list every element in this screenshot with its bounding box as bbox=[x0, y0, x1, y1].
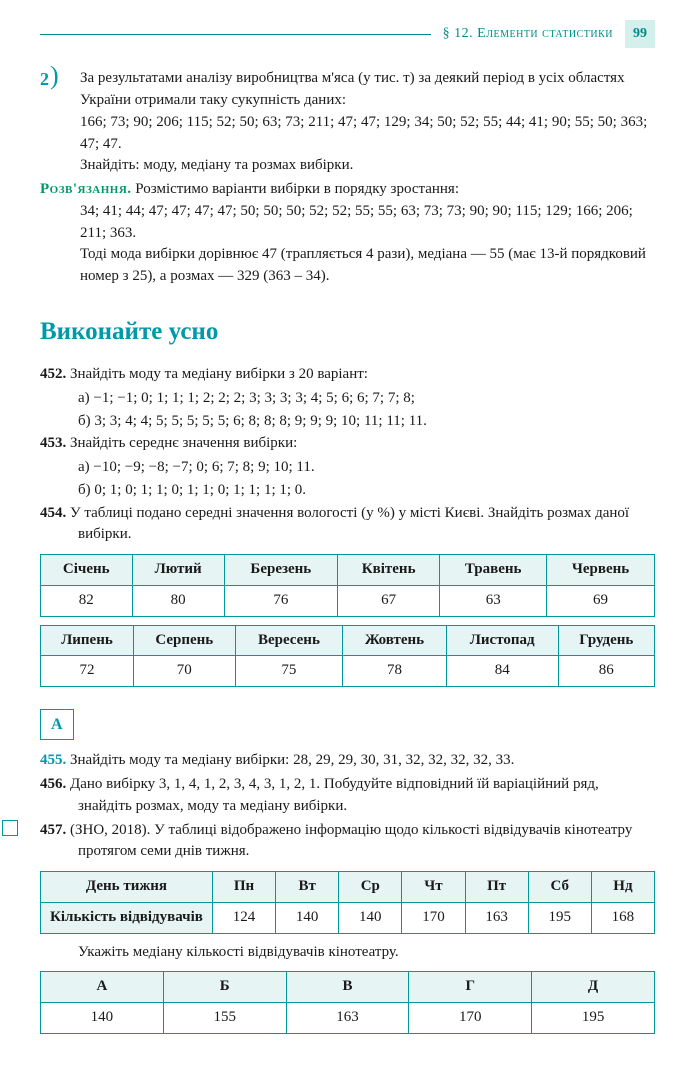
td: 140 bbox=[276, 902, 339, 933]
td: 67 bbox=[337, 585, 439, 616]
td: 124 bbox=[212, 902, 275, 933]
level-badge: А bbox=[40, 709, 74, 740]
th: В bbox=[286, 972, 409, 1003]
ex453-a: а) −10; −9; −8; −7; 0; 6; 7; 8; 9; 10; 1… bbox=[78, 457, 655, 479]
th: Листопад bbox=[446, 625, 558, 656]
solution-label: Розв'язання. bbox=[40, 181, 132, 197]
td: 72 bbox=[41, 656, 134, 687]
page-number: 99 bbox=[625, 20, 655, 48]
problem-task: Знайдіть: моду, медіану та розмах вибірк… bbox=[80, 155, 655, 177]
th: Січень bbox=[41, 555, 133, 586]
ex452-b: б) 3; 3; 4; 4; 5; 5; 5; 5; 5; 6; 8; 8; 8… bbox=[78, 411, 655, 433]
ex-number: 452. bbox=[40, 366, 66, 382]
td: 170 bbox=[402, 902, 465, 933]
td: 195 bbox=[528, 902, 591, 933]
ex-text: (ЗНО, 2018). У таблиці відображено інфор… bbox=[70, 822, 632, 860]
ex457-question: Укажіть медіану кількості відвідувачів к… bbox=[78, 942, 655, 964]
td: 86 bbox=[558, 656, 654, 687]
th: Пт bbox=[465, 872, 528, 903]
solution-block: Розв'язання. Розмістимо варіанти вибірки… bbox=[40, 179, 655, 288]
td: 63 bbox=[440, 585, 547, 616]
th: А bbox=[41, 972, 164, 1003]
th: Квітень bbox=[337, 555, 439, 586]
ex-text: Дано вибірку 3, 1, 4, 1, 2, 3, 4, 3, 1, … bbox=[70, 776, 599, 814]
td: 140 bbox=[339, 902, 402, 933]
th: Сб bbox=[528, 872, 591, 903]
exercise-455: 455. Знайдіть моду та медіану вибірки: 2… bbox=[78, 750, 655, 772]
exercise-457: ✓ 457. (ЗНО, 2018). У таблиці відображен… bbox=[78, 820, 655, 864]
th: Нд bbox=[591, 872, 654, 903]
table-457-answers: А Б В Г Д 140 155 163 170 195 bbox=[40, 971, 655, 1034]
th: Чт bbox=[402, 872, 465, 903]
ex-text: Знайдіть моду та медіану вибірки: 28, 29… bbox=[70, 752, 514, 768]
td: 140 bbox=[41, 1003, 164, 1034]
ex-number: 457. bbox=[40, 822, 66, 838]
table-454b: Липень Серпень Вересень Жовтень Листопад… bbox=[40, 625, 655, 688]
problem-number: 2 bbox=[40, 66, 49, 92]
td: 168 bbox=[591, 902, 654, 933]
th: Березень bbox=[224, 555, 337, 586]
th: Грудень bbox=[558, 625, 654, 656]
section-title: § 12. Елементи статистики bbox=[443, 24, 613, 44]
ex-text: Знайдіть моду та медіану вибірки з 20 ва… bbox=[70, 366, 368, 382]
td: 170 bbox=[409, 1003, 532, 1034]
exercise-454: 454. У таблиці подано середні значення в… bbox=[78, 503, 655, 547]
ex-text: У таблиці подано середні значення волого… bbox=[70, 505, 629, 543]
th: Червень bbox=[547, 555, 655, 586]
td: 195 bbox=[532, 1003, 655, 1034]
ex-number: 454. bbox=[40, 505, 66, 521]
exercise-453: 453. Знайдіть середнє значення вибірки: bbox=[78, 433, 655, 455]
table-454a: Січень Лютий Березень Квітень Травень Че… bbox=[40, 554, 655, 617]
problem-2: 2) За результатами аналізу виробництва м… bbox=[40, 66, 655, 177]
row-header: День тижня bbox=[41, 872, 213, 903]
th: Д bbox=[532, 972, 655, 1003]
ex453-b: б) 0; 1; 0; 1; 1; 0; 1; 1; 0; 1; 1; 1; 1… bbox=[78, 480, 655, 502]
th: Лютий bbox=[132, 555, 224, 586]
problem-text: За результатами аналізу виробництва м'яс… bbox=[80, 68, 655, 112]
page-header: § 12. Елементи статистики 99 bbox=[40, 20, 655, 48]
th: Вт bbox=[276, 872, 339, 903]
solution-conclusion: Тоді мода вибірки дорівнює 47 (трапляєть… bbox=[80, 244, 655, 288]
check-icon: ✓ bbox=[2, 820, 18, 836]
th: Вересень bbox=[235, 625, 343, 656]
td: 163 bbox=[286, 1003, 409, 1034]
th: Пн bbox=[212, 872, 275, 903]
table-457: День тижня Пн Вт Ср Чт Пт Сб Нд Кількіст… bbox=[40, 871, 655, 934]
th: Жовтень bbox=[343, 625, 447, 656]
td: 163 bbox=[465, 902, 528, 933]
td: 84 bbox=[446, 656, 558, 687]
oral-heading: Виконайте усно bbox=[40, 314, 655, 350]
th: Б bbox=[163, 972, 286, 1003]
th: Травень bbox=[440, 555, 547, 586]
th: Ср bbox=[339, 872, 402, 903]
td: 75 bbox=[235, 656, 343, 687]
td: 76 bbox=[224, 585, 337, 616]
ex-text: Знайдіть середнє значення вибірки: bbox=[70, 435, 297, 451]
td: 155 bbox=[163, 1003, 286, 1034]
problem-paren: ) bbox=[50, 66, 59, 87]
ex452-a: а) −1; −1; 0; 1; 1; 1; 2; 2; 2; 3; 3; 3;… bbox=[78, 388, 655, 410]
td: 69 bbox=[547, 585, 655, 616]
th: Серпень bbox=[133, 625, 235, 656]
header-rule bbox=[40, 34, 431, 35]
exercise-456: 456. Дано вибірку 3, 1, 4, 1, 2, 3, 4, 3… bbox=[78, 774, 655, 818]
td: 82 bbox=[41, 585, 133, 616]
ex-number: 456. bbox=[40, 776, 66, 792]
solution-intro: Розмістимо варіанти вибірки в порядку зр… bbox=[135, 181, 459, 197]
td: 70 bbox=[133, 656, 235, 687]
ex-number: 453. bbox=[40, 435, 66, 451]
problem-data: 166; 73; 90; 206; 115; 52; 50; 63; 73; 2… bbox=[80, 112, 655, 156]
td: 78 bbox=[343, 656, 447, 687]
sorted-data: 34; 41; 44; 47; 47; 47; 47; 50; 50; 50; … bbox=[80, 201, 655, 245]
th: Г bbox=[409, 972, 532, 1003]
ex-number: 455. bbox=[40, 752, 66, 768]
th: Липень bbox=[41, 625, 134, 656]
exercise-452: 452. Знайдіть моду та медіану вибірки з … bbox=[78, 364, 655, 386]
row-header: Кількість відвідувачів bbox=[41, 902, 213, 933]
td: 80 bbox=[132, 585, 224, 616]
